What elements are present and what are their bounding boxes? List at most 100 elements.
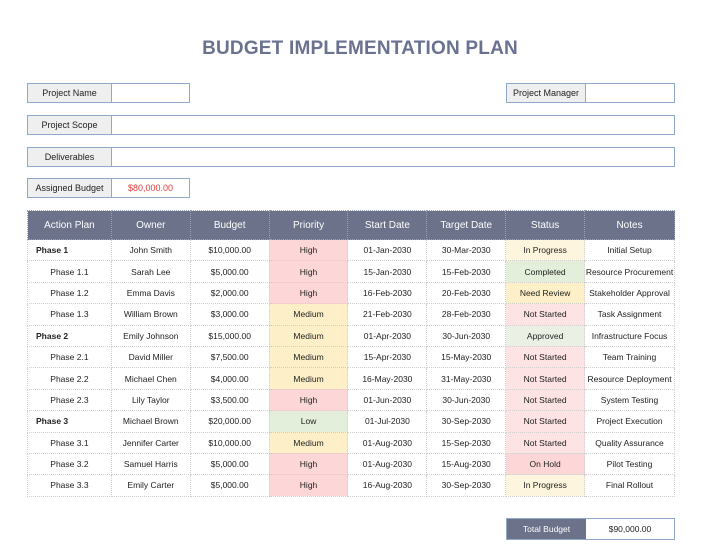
cell-budget[interactable]: $4,000.00: [189, 367, 270, 390]
cell-notes[interactable]: Team Training: [584, 345, 675, 369]
cell-priority[interactable]: Medium: [268, 431, 349, 454]
cell-target-date[interactable]: 30-Jun-2030: [426, 324, 507, 347]
cell-target-date[interactable]: 28-Feb-2030: [426, 303, 507, 326]
cell-start-date[interactable]: 15-Apr-2030: [347, 345, 428, 369]
cell-priority[interactable]: Medium: [268, 303, 349, 326]
cell-target-date[interactable]: 30-Jun-2030: [426, 388, 507, 412]
cell-owner[interactable]: David Miller: [110, 345, 191, 369]
cell-budget[interactable]: $15,000.00: [189, 324, 270, 347]
cell-action-plan[interactable]: Phase 2.3: [27, 388, 112, 412]
cell-start-date[interactable]: 01-Aug-2030: [347, 431, 428, 454]
cell-priority[interactable]: High: [268, 474, 349, 497]
cell-target-date[interactable]: 15-May-2030: [426, 345, 507, 369]
cell-action-plan[interactable]: Phase 3.2: [27, 452, 112, 476]
cell-owner[interactable]: Sarah Lee: [110, 260, 191, 283]
cell-target-date[interactable]: 30-Mar-2030: [426, 238, 507, 262]
cell-status[interactable]: Approved: [505, 324, 586, 347]
cell-priority[interactable]: High: [268, 281, 349, 305]
cell-start-date[interactable]: 01-Jun-2030: [347, 388, 428, 412]
cell-status[interactable]: Not Started: [505, 303, 586, 326]
cell-action-plan[interactable]: Phase 3.3: [27, 474, 112, 497]
cell-notes[interactable]: Pilot Testing: [584, 452, 675, 476]
cell-priority[interactable]: Medium: [268, 324, 349, 347]
cell-action-plan[interactable]: Phase 1.3: [27, 303, 112, 326]
cell-owner[interactable]: Lily Taylor: [110, 388, 191, 412]
cell-start-date[interactable]: 01-Jan-2030: [347, 238, 428, 262]
cell-start-date[interactable]: 01-Aug-2030: [347, 452, 428, 476]
cell-target-date[interactable]: 15-Sep-2030: [426, 431, 507, 454]
cell-status[interactable]: Not Started: [505, 431, 586, 454]
cell-owner[interactable]: Emma Davis: [110, 281, 191, 305]
cell-owner[interactable]: Michael Chen: [110, 367, 191, 390]
cell-notes[interactable]: Project Execution: [584, 410, 675, 433]
cell-status[interactable]: Not Started: [505, 367, 586, 390]
cell-action-plan[interactable]: Phase 2.2: [27, 367, 112, 390]
cell-notes[interactable]: Resource Deployment: [584, 367, 675, 390]
assigned-budget-input[interactable]: $80,000.00: [112, 179, 189, 197]
cell-priority[interactable]: Low: [268, 410, 349, 433]
cell-action-plan[interactable]: Phase 3: [27, 410, 112, 433]
cell-budget[interactable]: $5,000.00: [189, 474, 270, 497]
cell-status[interactable]: In Progress: [505, 474, 586, 497]
project-name-input[interactable]: [112, 84, 189, 102]
project-scope-input[interactable]: [112, 116, 674, 134]
cell-budget[interactable]: $3,000.00: [189, 303, 270, 326]
cell-owner[interactable]: Jennifer Carter: [110, 431, 191, 454]
cell-status[interactable]: On Hold: [505, 452, 586, 476]
cell-target-date[interactable]: 30-Sep-2030: [426, 474, 507, 497]
cell-target-date[interactable]: 31-May-2030: [426, 367, 507, 390]
cell-owner[interactable]: Michael Brown: [110, 410, 191, 433]
cell-start-date[interactable]: 01-Jul-2030: [347, 410, 428, 433]
cell-notes[interactable]: Task Assignment: [584, 303, 675, 326]
cell-notes[interactable]: Final Rollout: [584, 474, 675, 497]
cell-budget[interactable]: $10,000.00: [189, 238, 270, 262]
cell-target-date[interactable]: 15-Feb-2030: [426, 260, 507, 283]
cell-owner[interactable]: Emily Johnson: [110, 324, 191, 347]
cell-priority[interactable]: High: [268, 238, 349, 262]
cell-action-plan[interactable]: Phase 1.2: [27, 281, 112, 305]
cell-notes[interactable]: System Testing: [584, 388, 675, 412]
cell-priority[interactable]: Medium: [268, 367, 349, 390]
cell-action-plan[interactable]: Phase 2.1: [27, 345, 112, 369]
cell-start-date[interactable]: 21-Feb-2030: [347, 303, 428, 326]
cell-owner[interactable]: John Smith: [110, 238, 191, 262]
cell-budget[interactable]: $2,000.00: [189, 281, 270, 305]
cell-budget[interactable]: $5,000.00: [189, 260, 270, 283]
project-manager-input[interactable]: [586, 84, 674, 102]
cell-start-date[interactable]: 16-Feb-2030: [347, 281, 428, 305]
cell-target-date[interactable]: 15-Aug-2030: [426, 452, 507, 476]
cell-target-date[interactable]: 30-Sep-2030: [426, 410, 507, 433]
cell-status[interactable]: In Progress: [505, 238, 586, 262]
cell-start-date[interactable]: 01-Apr-2030: [347, 324, 428, 347]
cell-priority[interactable]: High: [268, 260, 349, 283]
cell-start-date[interactable]: 16-Aug-2030: [347, 474, 428, 497]
cell-owner[interactable]: William Brown: [110, 303, 191, 326]
cell-notes[interactable]: Initial Setup: [584, 238, 675, 262]
cell-start-date[interactable]: 16-May-2030: [347, 367, 428, 390]
cell-budget[interactable]: $3,500.00: [189, 388, 270, 412]
cell-action-plan[interactable]: Phase 1: [27, 238, 112, 262]
cell-start-date[interactable]: 15-Jan-2030: [347, 260, 428, 283]
cell-status[interactable]: Not Started: [505, 410, 586, 433]
cell-owner[interactable]: Emily Carter: [110, 474, 191, 497]
cell-notes[interactable]: Quality Assurance: [584, 431, 675, 454]
cell-notes[interactable]: Infrastructure Focus: [584, 324, 675, 347]
deliverables-input[interactable]: [112, 148, 674, 166]
cell-action-plan[interactable]: Phase 1.1: [27, 260, 112, 283]
cell-target-date[interactable]: 20-Feb-2030: [426, 281, 507, 305]
cell-action-plan[interactable]: Phase 2: [27, 324, 112, 347]
cell-budget[interactable]: $10,000.00: [189, 431, 270, 454]
cell-budget[interactable]: $20,000.00: [189, 410, 270, 433]
cell-priority[interactable]: Medium: [268, 345, 349, 369]
cell-owner[interactable]: Samuel Harris: [110, 452, 191, 476]
cell-status[interactable]: Not Started: [505, 345, 586, 369]
cell-status[interactable]: Need Review: [505, 281, 586, 305]
cell-budget[interactable]: $5,000.00: [189, 452, 270, 476]
cell-budget[interactable]: $7,500.00: [189, 345, 270, 369]
cell-notes[interactable]: Stakeholder Approval: [584, 281, 675, 305]
cell-notes[interactable]: Resource Procurement: [584, 260, 675, 283]
cell-action-plan[interactable]: Phase 3.1: [27, 431, 112, 454]
cell-priority[interactable]: High: [268, 452, 349, 476]
cell-status[interactable]: Not Started: [505, 388, 586, 412]
cell-priority[interactable]: High: [268, 388, 349, 412]
